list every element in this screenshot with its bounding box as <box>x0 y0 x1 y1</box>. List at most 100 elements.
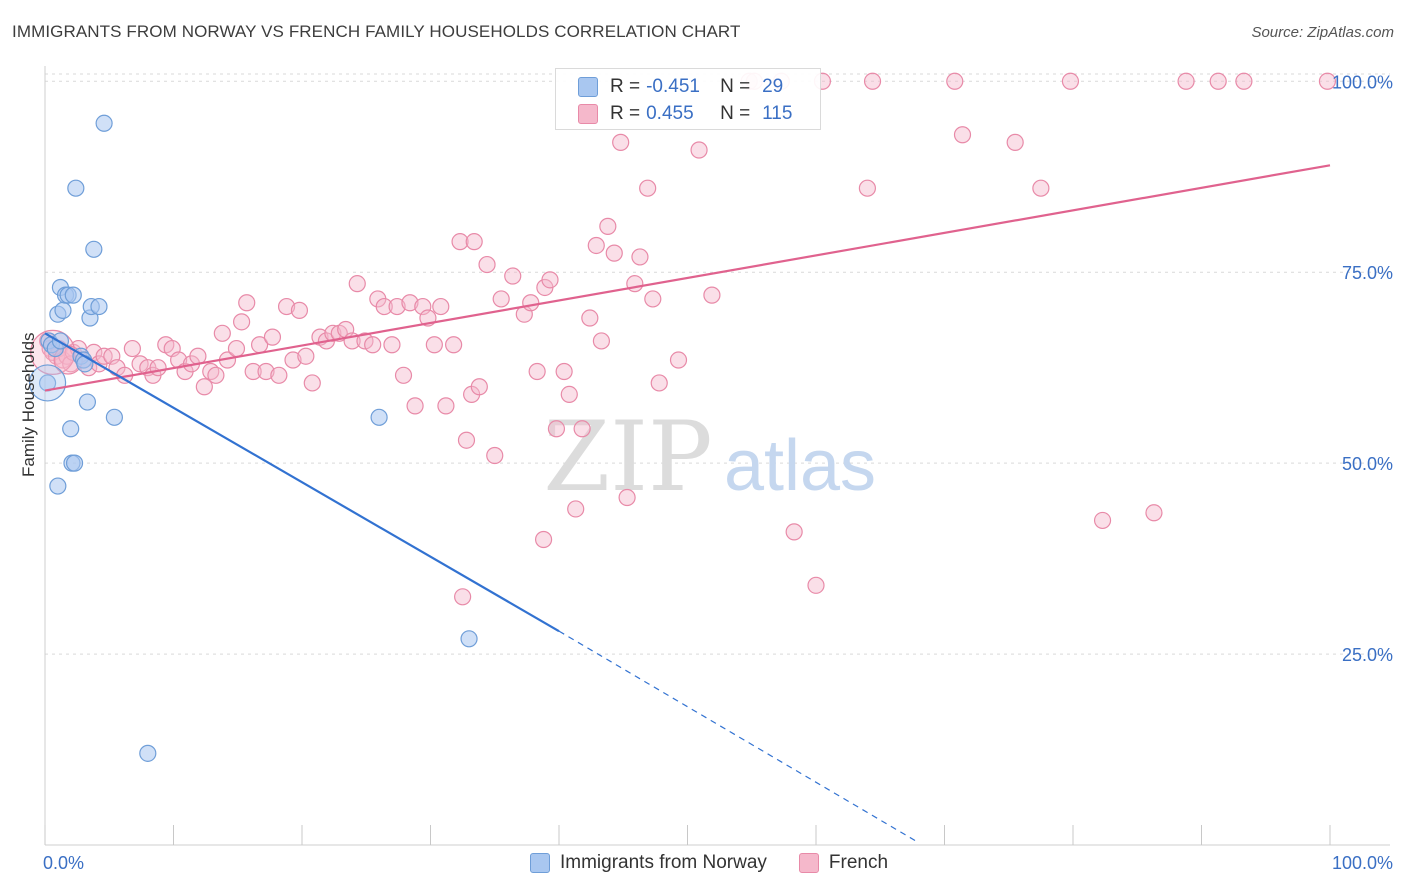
french-point <box>1235 72 1253 90</box>
french-point <box>863 72 882 90</box>
norway-point <box>105 408 123 426</box>
french-point <box>227 339 246 358</box>
norway-point <box>95 114 113 132</box>
tick-labels: 25.0% 50.0% 75.0% 100.0% 0.0% 100.0% <box>43 72 1393 873</box>
french-point <box>238 294 256 312</box>
french-point <box>478 255 496 274</box>
french-point <box>1177 72 1195 90</box>
french-point <box>592 332 611 350</box>
r-label: R = <box>610 103 641 124</box>
french-point <box>703 286 721 304</box>
french-point <box>669 351 688 369</box>
norway-swatch <box>578 77 598 97</box>
source-label: Source: ZipAtlas.com <box>1251 24 1394 41</box>
norway-point <box>49 477 67 495</box>
norway-trend-extension <box>558 630 920 844</box>
french-point <box>587 236 605 255</box>
french-point <box>560 385 578 404</box>
french-point <box>1093 511 1112 530</box>
french-point <box>946 72 964 90</box>
french-point <box>195 378 213 396</box>
norway-point <box>54 301 72 319</box>
french-point <box>432 297 450 316</box>
french-point <box>383 336 401 354</box>
french-points <box>30 72 1337 606</box>
french-point <box>599 217 617 235</box>
french-point <box>244 362 262 381</box>
legend-item-norway[interactable]: Immigrants from Norway <box>530 852 767 874</box>
french-point <box>504 267 522 285</box>
french-point <box>123 339 141 358</box>
y-tick-label: 25.0% <box>1342 645 1393 665</box>
french-point <box>284 351 302 369</box>
french-point <box>631 248 649 266</box>
french-point <box>394 366 413 384</box>
french-point <box>486 446 504 465</box>
r-label: R = <box>610 76 641 97</box>
french-point <box>1006 133 1024 151</box>
french-point <box>470 378 488 396</box>
french-point <box>953 126 972 144</box>
french-point <box>1032 179 1050 197</box>
french-point <box>534 530 553 549</box>
y-tick-label: 75.0% <box>1342 263 1393 283</box>
french-point <box>492 290 510 308</box>
norway-point <box>90 297 108 316</box>
norway-point <box>85 240 103 258</box>
norway-point <box>62 420 80 438</box>
french-point <box>207 366 225 384</box>
french-point <box>457 431 476 449</box>
french-point <box>290 301 309 319</box>
french-point <box>297 347 315 365</box>
norway-point <box>65 454 84 472</box>
french-point <box>149 359 167 377</box>
french-point <box>555 362 573 381</box>
x-tick-label: 0.0% <box>43 853 84 873</box>
french-point <box>437 397 455 415</box>
legend-label-french: French <box>828 852 889 873</box>
french-point <box>263 328 282 346</box>
norway-point <box>78 393 97 411</box>
r-value: 0.455 <box>646 103 694 124</box>
french-point <box>270 366 288 384</box>
french-point <box>1145 504 1163 522</box>
watermark-zip: ZIP <box>543 401 712 513</box>
stats-box: R = -0.451 N = 29 R = 0.455 N = 115 <box>555 68 821 130</box>
french-point <box>1318 72 1337 90</box>
french-point <box>605 244 623 262</box>
french-point <box>581 309 599 327</box>
french-point <box>1061 72 1080 90</box>
french-point <box>454 588 472 606</box>
x-tick-label: 100.0% <box>1332 853 1393 873</box>
french-trend-line <box>44 164 1331 392</box>
french-point <box>451 233 469 251</box>
french-point <box>425 336 443 354</box>
french-point <box>644 290 662 308</box>
french-point <box>356 332 374 350</box>
french-point <box>348 275 366 293</box>
french-point <box>807 576 825 594</box>
french-point <box>1209 72 1227 90</box>
french-point <box>233 313 251 331</box>
french-point <box>213 324 231 342</box>
french-swatch <box>578 104 598 124</box>
french-point <box>445 336 463 354</box>
legend-label-norway: Immigrants from Norway <box>560 852 767 873</box>
legend-item-french[interactable]: French <box>798 852 889 874</box>
norway-point <box>64 286 82 304</box>
norway-trend-line <box>44 332 560 633</box>
french-point <box>364 336 382 354</box>
french-point <box>406 397 424 415</box>
y-tick-label: 50.0% <box>1342 454 1393 474</box>
norway-point <box>67 179 85 197</box>
n-value: 29 <box>762 76 784 97</box>
watermark-atlas: atlas <box>724 426 876 506</box>
norway-point-cluster <box>28 364 67 402</box>
legend-swatch-norway <box>530 853 550 873</box>
n-label: N = <box>720 76 751 97</box>
n-label: N = <box>720 103 751 124</box>
r-value: -0.451 <box>646 76 700 97</box>
french-point <box>324 324 342 342</box>
french-point <box>277 297 296 316</box>
